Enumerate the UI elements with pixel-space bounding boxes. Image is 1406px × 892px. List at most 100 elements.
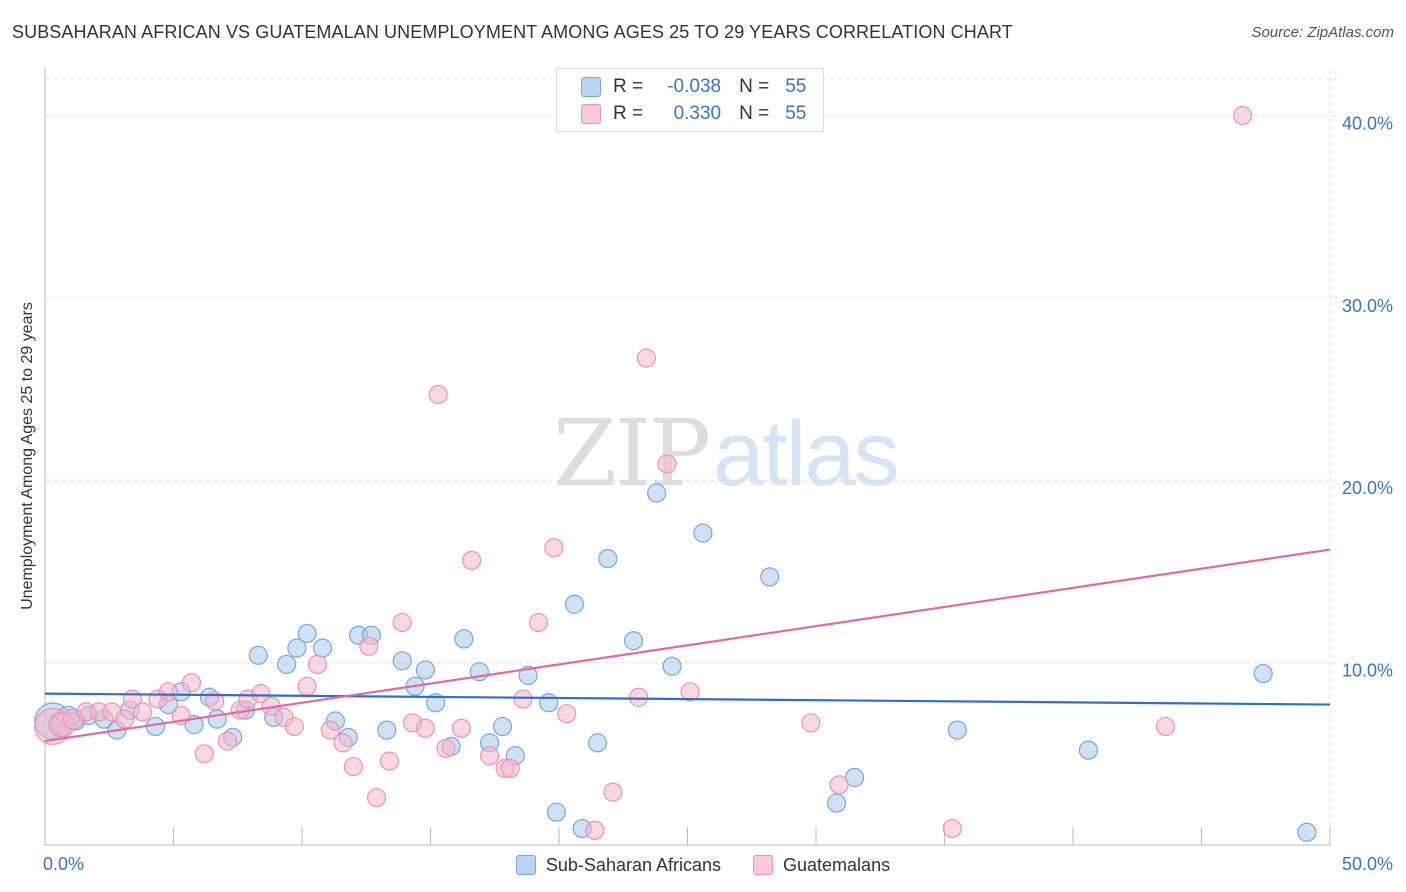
sub-saharan-point [1253, 663, 1273, 684]
sub-saharan-point [426, 693, 446, 713]
guatemalan-point [205, 691, 225, 711]
chart-title: SUBSAHARAN AFRICAN VS GUATEMALAN UNEMPLO… [12, 22, 1013, 42]
sub-saharan-point [287, 638, 307, 658]
sub-saharan-point [377, 720, 397, 740]
sub-saharan-point [207, 709, 227, 729]
watermark-atlas: atlas [713, 403, 899, 505]
sub-saharan-point [392, 651, 412, 671]
sub-saharan-point [947, 720, 967, 740]
n-label: N = [739, 76, 770, 97]
guatemalan-point [194, 744, 214, 764]
sub-saharan-point [1297, 822, 1317, 842]
guatemalan-point [415, 718, 435, 738]
guatemalan-point [436, 738, 456, 758]
sub-saharan-point [546, 802, 567, 822]
legend-item-guatemalan[interactable]: Guatemalans [753, 855, 890, 876]
guatemalan-point [603, 782, 623, 802]
guatemalan-point [528, 612, 549, 633]
y-tick-label: 30.0% [1342, 296, 1393, 316]
r-value: 0.330 [673, 103, 722, 124]
legend-swatch-pink [753, 855, 774, 875]
guatemalan-point [636, 348, 656, 368]
guatemalan-point [1233, 105, 1253, 126]
r-value: -0.038 [667, 76, 722, 97]
guatemalan-point [428, 384, 448, 405]
y-tick-label: 40.0% [1342, 113, 1393, 133]
series-legend: Sub-Saharan Africans Guatemalans [0, 852, 1406, 878]
sub-saharan-point [415, 660, 435, 680]
r-label: R = [613, 103, 644, 124]
legend-swatch-blue [581, 77, 601, 97]
guatemalan-point [480, 746, 500, 766]
x-tick-label: 50.0% [1342, 854, 1393, 874]
guatemalan-point [359, 636, 379, 656]
sub-saharan-point [587, 733, 608, 753]
y-tick-label: 20.0% [1342, 478, 1393, 498]
sub-saharan-point [248, 645, 268, 665]
sub-saharan-point [276, 654, 297, 675]
guatemalan-point [251, 684, 271, 704]
y-tick-label: 10.0% [1342, 661, 1393, 681]
guatemalan-point [629, 687, 649, 707]
guatemalan-point [500, 758, 520, 779]
guatemalan-point [320, 720, 340, 740]
grid-layer [45, 70, 1340, 845]
sub-saharan-point [312, 638, 333, 658]
guatemalan-point [462, 550, 482, 571]
guatemalan-point [297, 676, 317, 696]
sub-saharan-point [297, 623, 317, 644]
sub-saharan-point [454, 629, 474, 649]
guatemalan-point [451, 718, 471, 738]
source-label: Source: ZipAtlas.com [1251, 24, 1394, 41]
guatemalan-point [392, 612, 412, 633]
sub-saharan-point [693, 523, 713, 543]
guatemalan-point [585, 820, 605, 841]
guatemalan-point [158, 682, 178, 702]
sub-saharan-point [647, 483, 667, 503]
guatemalan-point [1155, 716, 1176, 737]
guatemalan-point [544, 538, 564, 558]
correlation-legend: R = -0.038 N = 55 R = 0.330 N = 55 [556, 68, 824, 132]
legend-row-guatemalan: R = 0.330 N = 55 [581, 102, 806, 126]
sub-saharan-point [760, 567, 780, 587]
watermark-zip: ZIP [553, 400, 711, 507]
guatemalan-point [217, 731, 238, 751]
series-guatemalans [34, 105, 1253, 841]
n-value: 55 [785, 76, 807, 97]
series-sub-saharan-africans [34, 483, 1317, 842]
r-label: R = [613, 76, 644, 97]
guatemalan-point [284, 716, 304, 737]
guatemalan-point [829, 775, 849, 795]
trend-line-sub-saharan [44, 692, 1331, 706]
sub-saharan-point [1078, 740, 1099, 760]
sub-saharan-point [662, 656, 682, 676]
guatemalan-point [942, 818, 962, 839]
sub-saharan-point [539, 693, 559, 713]
guatemalan-point [181, 673, 202, 693]
guatemalan-point [513, 689, 533, 709]
legend-row-sub-saharan: R = -0.038 N = 55 [581, 75, 806, 99]
trend-line-guatemalan [44, 548, 1331, 743]
n-label: N = [739, 103, 770, 124]
guatemalan-point [133, 702, 153, 722]
legend-label: Guatemalans [783, 854, 891, 875]
n-value: 55 [785, 103, 807, 124]
trend-lines [44, 548, 1331, 743]
guatemalan-point [801, 713, 821, 733]
guatemalan-point [657, 454, 677, 474]
sub-saharan-point [564, 594, 585, 614]
sub-saharan-point [518, 665, 538, 685]
guatemalan-point [307, 654, 328, 675]
x-tick-label: 0.0% [43, 854, 84, 874]
legend-item-sub-saharan[interactable]: Sub-Saharan Africans [515, 855, 721, 876]
guatemalan-point [680, 682, 700, 702]
axis-layer [44, 68, 1331, 846]
guatemalan-point [379, 751, 399, 771]
tick-labels: 10.0% 20.0% 30.0% 40.0% 0.0% 50.0% [43, 113, 1393, 874]
sub-saharan-point [598, 549, 618, 569]
sub-saharan-point [623, 631, 644, 651]
watermark: ZIPatlas [553, 400, 900, 507]
guatemalan-point [343, 756, 363, 777]
guatemalan-point [333, 733, 353, 753]
